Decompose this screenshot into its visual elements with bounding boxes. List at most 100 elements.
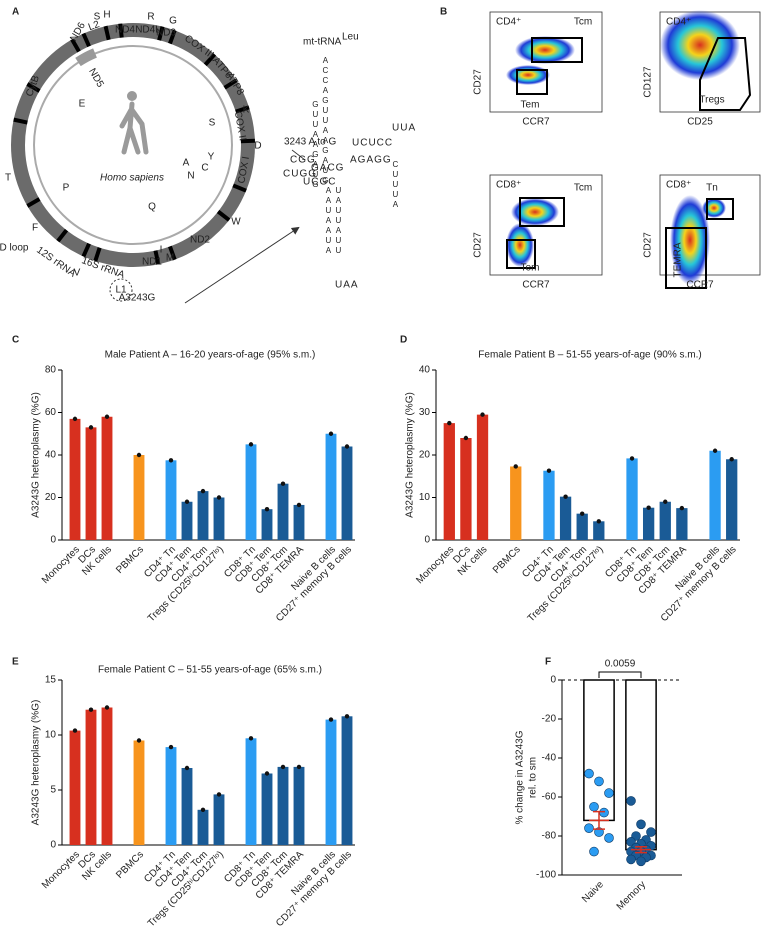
bar-point: [88, 707, 94, 712]
panel-label: F: [545, 657, 551, 668]
gate: [665, 227, 707, 289]
bar: [583, 679, 615, 822]
y-tick-label: 0: [550, 675, 556, 686]
gate: [531, 37, 583, 63]
gate: [706, 198, 734, 220]
gene-boundary: [216, 209, 231, 222]
chart-title: Female Patient C – 51-55 years-of-age (6…: [98, 665, 322, 676]
x-tick-label: Naive: [580, 879, 606, 905]
population-label: CD4⁺: [666, 17, 691, 28]
mutation-label: A3243G: [119, 293, 156, 304]
bar: [626, 458, 638, 540]
error-bar: [635, 845, 647, 854]
gene-boundary: [232, 183, 247, 193]
trna-sequence: UCUCC: [352, 138, 393, 149]
y-tick-label: 30: [419, 407, 431, 418]
gene-boundary: [157, 26, 165, 41]
bar: [165, 460, 177, 540]
bar: [197, 809, 209, 845]
gene-label: L2: [87, 19, 102, 33]
y-tick-label: 80: [45, 365, 57, 376]
gene-label: Y: [208, 152, 215, 163]
bar: [101, 707, 113, 845]
y-tick-label: -40: [542, 753, 557, 764]
gate-label: Tcm: [574, 17, 592, 28]
gene-label: C: [201, 163, 208, 174]
gene-boundary: [223, 78, 238, 90]
gene-label: D: [254, 141, 261, 152]
x-tick-label: PBMCs: [114, 849, 146, 881]
bar: [659, 501, 671, 540]
flow-x-label: CCR7: [522, 117, 550, 128]
bar-point: [663, 499, 668, 504]
cell-density: [670, 195, 710, 285]
y-tick-label: 15: [45, 675, 57, 686]
bar: [293, 766, 305, 845]
bar-point: [264, 771, 270, 776]
bar-point: [296, 764, 302, 770]
nd6-arc: [75, 48, 97, 67]
bar-point: [646, 505, 651, 510]
y-axis-label: A3243G heteroplasmy (%G): [405, 392, 416, 518]
bar: [460, 438, 472, 540]
y-axis-label: % change in A3243G: [515, 730, 526, 824]
x-tick-label: PBMCs: [491, 544, 523, 576]
bar: [133, 740, 145, 845]
gene-label: ND2: [190, 235, 210, 246]
y-tick-label: 20: [419, 450, 431, 461]
bar-point: [679, 505, 685, 511]
panel-label: B: [440, 7, 447, 18]
gene-label: M: [166, 253, 174, 264]
gene-boundary: [70, 38, 81, 53]
cell-density: [506, 65, 550, 85]
gene-label: F: [32, 223, 38, 234]
bar-point: [200, 488, 206, 494]
gene-label: W: [231, 217, 241, 228]
trna-sequence: GACG: [311, 163, 344, 174]
panel-label: A: [12, 7, 19, 18]
bar-point: [200, 807, 206, 812]
data-point: [589, 801, 599, 812]
bar: [341, 716, 353, 845]
population-label: CD8⁺: [666, 180, 691, 191]
bar-point: [104, 414, 110, 419]
y-tick-label: 0: [424, 535, 430, 546]
flow-x-label: CD25: [687, 117, 713, 128]
y-tick-label: 0: [50, 840, 56, 851]
bar: [261, 509, 273, 540]
gene-boundary: [153, 250, 161, 265]
trna-sequence: UUA: [392, 123, 416, 134]
bar: [559, 496, 572, 540]
data-point: [646, 827, 656, 837]
bar-point: [447, 420, 452, 426]
population-label: CD4⁺: [496, 17, 521, 28]
gene-boundary: [103, 25, 111, 41]
y-tick-label: 5: [50, 785, 56, 796]
bar: [576, 513, 588, 540]
gene-label: E: [79, 99, 86, 110]
bar: [341, 446, 353, 540]
bar-point: [248, 442, 254, 447]
gene-boundary: [81, 32, 91, 48]
bar: [325, 719, 337, 845]
bar-point: [596, 519, 602, 524]
gate: [506, 239, 536, 269]
data-point: [589, 846, 599, 857]
y-tick-label: -60: [542, 792, 557, 803]
species-label: Homo sapiens: [100, 173, 164, 184]
data-point: [626, 854, 636, 865]
bar: [101, 416, 113, 540]
y-axis-label: rel. to sm: [528, 757, 539, 798]
trna-title-sup: Leu: [342, 32, 359, 43]
gene-label: S: [209, 118, 216, 129]
flow-x-label: CCR7: [522, 280, 550, 291]
bar: [726, 459, 738, 540]
cell-density: [660, 10, 740, 80]
bar-point: [88, 425, 94, 430]
data-point: [636, 856, 646, 867]
bar-point: [184, 765, 190, 771]
gene-label: Q: [148, 202, 156, 213]
y-tick-label: 40: [419, 365, 431, 376]
